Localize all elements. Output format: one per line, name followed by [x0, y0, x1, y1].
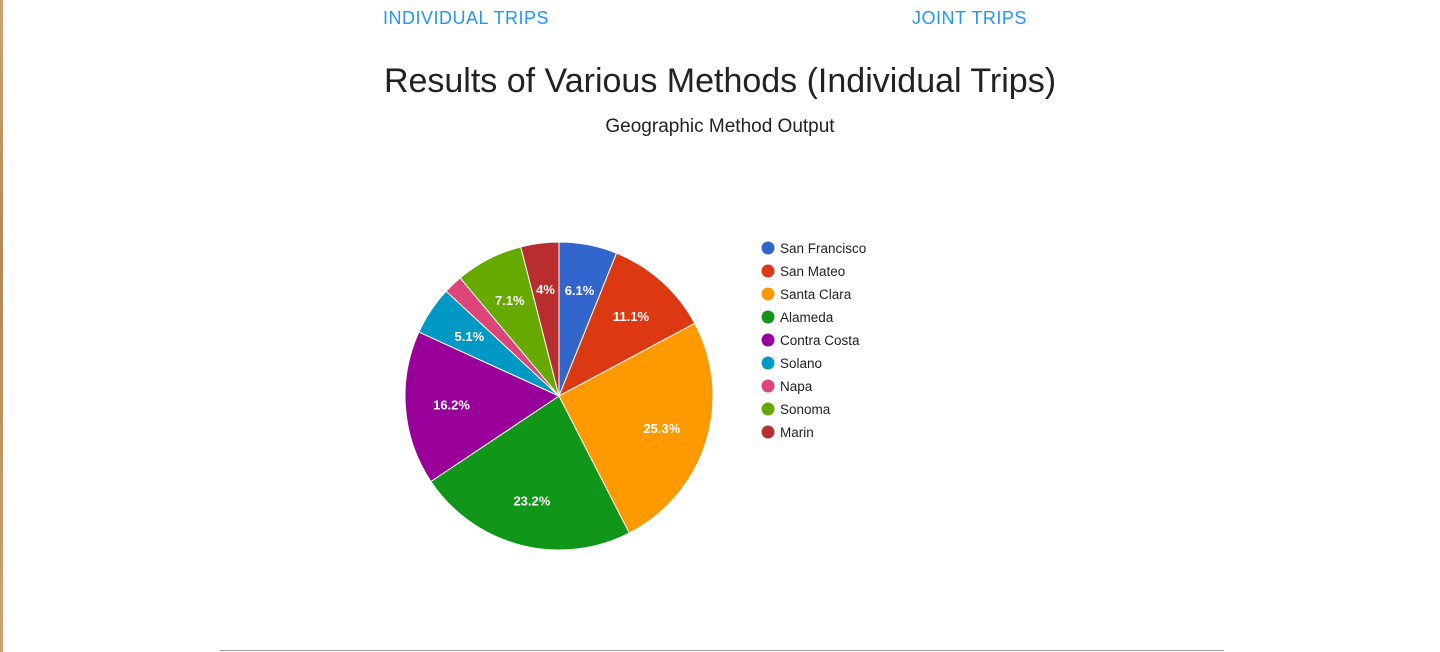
- legend-marker: [761, 310, 775, 324]
- pie-slice-label: 6.1%: [565, 283, 595, 298]
- pie-slice-alameda[interactable]: [430, 395, 630, 551]
- legend-marker: [761, 402, 775, 416]
- page-subtitle: Geographic Method Output: [605, 116, 835, 137]
- pie-slice-label: 23.2%: [513, 493, 550, 508]
- legend-marker: [761, 425, 775, 439]
- legend-label[interactable]: Contra Costa: [780, 333, 860, 348]
- legend-marker: [761, 379, 775, 393]
- legend-marker: [761, 264, 775, 278]
- legend-label[interactable]: Santa Clara: [780, 287, 852, 302]
- pie-slice-label: 11.1%: [613, 309, 650, 324]
- pie-chart: 6.1% 11.1% 25.3% 23.2% 16.2% 5.1% 7.1% 4% San F…: [404, 241, 866, 551]
- legend-label[interactable]: Sonoma: [780, 402, 831, 417]
- legend-label[interactable]: San Francisco: [780, 241, 866, 256]
- pie-slice-label: 25.3%: [643, 421, 680, 436]
- tab-individual-trips[interactable]: INDIVIDUAL TRIPS: [383, 8, 550, 28]
- legend-label[interactable]: Napa: [780, 379, 813, 394]
- pie-slice-label: 5.1%: [455, 329, 485, 344]
- page-title: Results of Various Methods (Individual T…: [383, 62, 1057, 100]
- chart-legend: San Francisco San Mateo Santa Clara Alameda…: [761, 241, 866, 440]
- legend-marker: [761, 333, 775, 347]
- pie-slice-santa-clara[interactable]: [558, 322, 714, 534]
- pie-slice-san-mateo[interactable]: [558, 252, 696, 398]
- legend-marker: [761, 287, 775, 301]
- legend-label[interactable]: Marin: [780, 425, 814, 440]
- pie-slice-marin[interactable]: [520, 241, 560, 397]
- pie-slice-label: 16.2%: [433, 398, 470, 413]
- legend-label[interactable]: Alameda: [780, 310, 834, 325]
- pie-slice-label: 4%: [536, 282, 555, 297]
- legend-marker: [761, 356, 775, 370]
- legend-label[interactable]: Solano: [780, 356, 822, 371]
- window-left-edge: [0, 0, 3, 652]
- pie-labels-group: 6.1% 11.1% 25.3% 23.2% 16.2% 5.1% 7.1% 4%: [433, 282, 681, 508]
- legend-label[interactable]: San Mateo: [780, 264, 845, 279]
- tab-joint-trips[interactable]: JOINT TRIPS: [912, 8, 1027, 28]
- pie-slice-label: 7.1%: [495, 293, 525, 308]
- pie-slice-contra-costa[interactable]: [404, 331, 561, 483]
- divider: [220, 650, 1224, 651]
- pie-slices-group: [404, 241, 714, 551]
- legend-marker: [761, 241, 775, 255]
